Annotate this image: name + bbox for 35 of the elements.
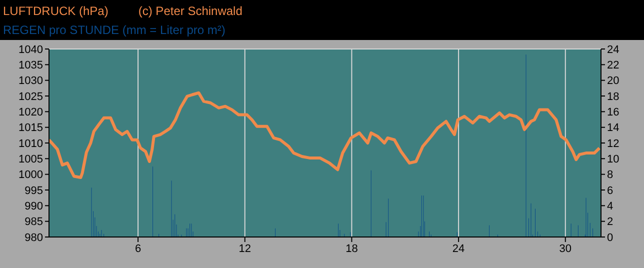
y2-tick-label: 18 <box>607 90 620 103</box>
x-tick-label: 30 <box>559 242 572 255</box>
y2-tick-label: 2 <box>607 216 614 228</box>
y2-tick-label: 8 <box>607 169 614 182</box>
y-tick-label: 1035 <box>18 60 43 72</box>
y2-tick-label: 14 <box>607 122 620 134</box>
y2-tick-label: 12 <box>607 138 620 150</box>
y2-tick-label: 20 <box>607 75 620 88</box>
y-tick-label: 1020 <box>18 106 43 119</box>
y-tick-label: 1005 <box>18 154 43 166</box>
y-tick-label: 1010 <box>18 138 43 150</box>
y-tick-label: 1015 <box>18 122 43 134</box>
y-tick-label: 1040 <box>18 44 43 56</box>
y-tick-label: 995 <box>24 184 43 197</box>
y-tick-label: 1025 <box>18 90 43 103</box>
y-tick-label: 1000 <box>18 169 43 182</box>
line-series <box>49 91 601 179</box>
y-tick-label: 990 <box>24 200 43 213</box>
y2-tick-label: 22 <box>607 60 620 72</box>
x-tick-label: 24 <box>452 242 465 255</box>
y2-tick-label: 16 <box>607 106 620 119</box>
y2-tick-label: 10 <box>607 154 620 166</box>
y2-tick-label: 24 <box>607 44 620 56</box>
y2-tick-label: 0 <box>607 232 614 244</box>
x-tick-label: 12 <box>238 242 251 255</box>
y2-tick-label: 6 <box>607 184 614 197</box>
y2-tick-label: 4 <box>607 200 614 213</box>
x-tick-label: 6 <box>134 242 142 255</box>
text: REGEN pro STUNDE (mm = Liter pro m²) <box>3 23 226 37</box>
y-tick-label: 980 <box>24 232 43 244</box>
text: LUFTDRUCK (hPa) <box>3 4 108 18</box>
y-tick-label: 985 <box>24 216 43 228</box>
x-tick-label: 18 <box>346 242 358 255</box>
text: (c) Peter Schinwald <box>138 4 242 18</box>
y-tick-label: 1030 <box>18 75 43 88</box>
